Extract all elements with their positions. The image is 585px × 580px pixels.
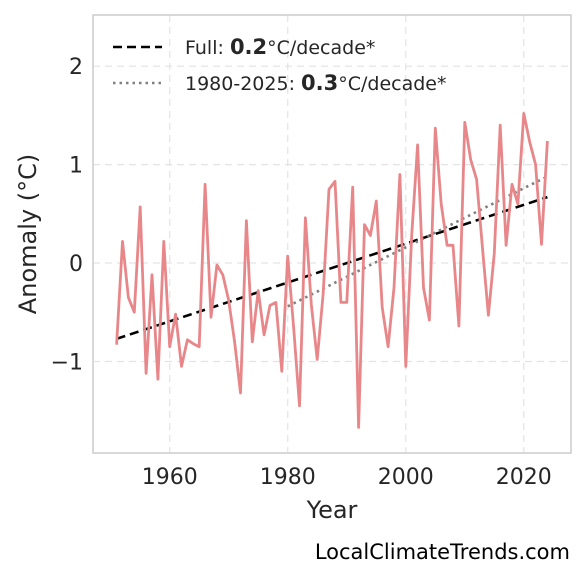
y-tick-label: 0 bbox=[69, 252, 83, 277]
x-tick-label: 1960 bbox=[142, 465, 198, 490]
x-tick-label: 1980 bbox=[260, 465, 316, 490]
x-tick-label: 2000 bbox=[378, 465, 434, 490]
legend-1980-value: 0.3 bbox=[301, 71, 338, 95]
legend-1980-suffix: °C/decade* bbox=[338, 73, 446, 95]
grid bbox=[93, 15, 571, 453]
anomaly-series-line bbox=[115, 112, 549, 429]
legend-full-suffix: °C/decade* bbox=[267, 37, 375, 59]
trend-line-full bbox=[116, 195, 548, 341]
plot-frame bbox=[92, 14, 572, 454]
y-tick-label: 2 bbox=[69, 55, 83, 80]
x-axis-label: Year bbox=[306, 496, 358, 524]
legend: Full: 0.2°C/decade* 1980-2025: 0.3°C/dec… bbox=[113, 35, 446, 95]
legend-full-prefix: Full: bbox=[185, 37, 230, 59]
x-tick-label: 2020 bbox=[496, 465, 552, 490]
y-tick-label: 1 bbox=[69, 154, 83, 179]
legend-full-value: 0.2 bbox=[230, 35, 267, 59]
credit-text: LocalClimateTrends.com bbox=[314, 540, 570, 564]
y-tick-label: −1 bbox=[51, 350, 83, 375]
legend-label-full: Full: 0.2°C/decade* bbox=[185, 35, 375, 59]
tick-labels: 1960 1980 2000 2020 −1 0 1 2 bbox=[51, 55, 552, 490]
legend-1980-prefix: 1980-2025: bbox=[185, 73, 301, 95]
data-series bbox=[115, 112, 549, 429]
y-axis-label: Anomaly (°C) bbox=[14, 154, 42, 314]
legend-label-1980-2025: 1980-2025: 0.3°C/decade* bbox=[185, 71, 446, 95]
